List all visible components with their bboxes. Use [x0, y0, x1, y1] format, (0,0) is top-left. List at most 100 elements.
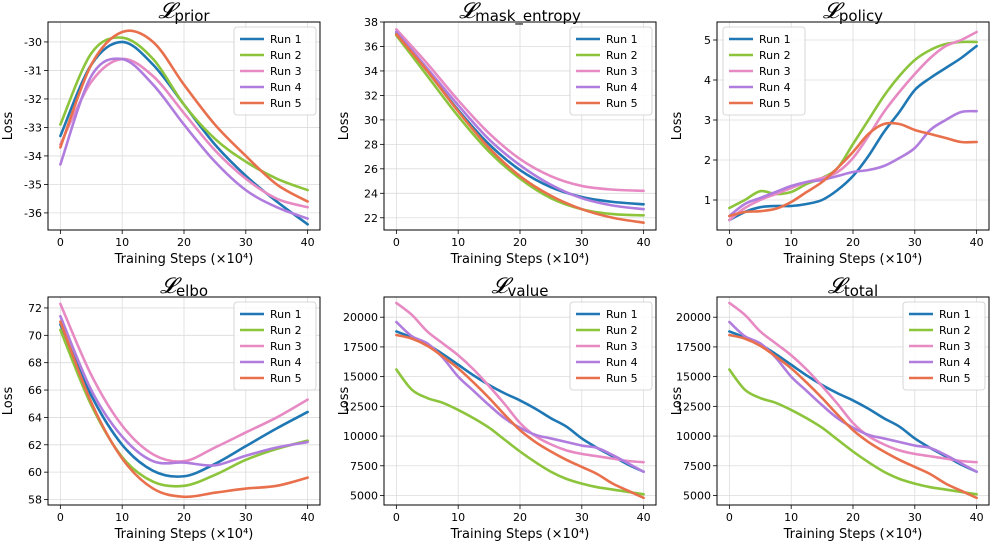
x-tick-label: 10: [784, 511, 798, 524]
chart-panel-value: 0 10 20 30 40 5000 7500 10000 12500 15000 17500 200…: [337, 274, 657, 542]
y-tick-label: -33: [24, 121, 42, 134]
series-line-run-4: [728, 109, 978, 218]
legend-box: [233, 26, 317, 116]
series-line-run-5: [728, 333, 978, 500]
chart-title: 𝓛mask_entropy: [459, 0, 581, 26]
y-tick-label: 7500: [683, 460, 711, 473]
axes-frame: [47, 21, 321, 231]
x-tick-label: 40: [301, 236, 315, 249]
y-tick-label: 62: [28, 439, 42, 452]
legend-label: Run 2: [606, 324, 638, 337]
x-axis-label: Training Steps (×10⁴): [450, 527, 590, 542]
legend-box: [569, 301, 653, 391]
axes-frame: [716, 21, 990, 231]
legend-label: Run 5: [939, 372, 971, 385]
x-tick-label: 10: [784, 236, 798, 249]
x-tick-label: 30: [239, 511, 253, 524]
legend-label: Run 1: [270, 308, 302, 321]
legend: Run 1 Run 2 Run 3 Run 4 Run 5: [233, 301, 317, 391]
y-axis-label: Loss: [1, 387, 16, 416]
legend-label: Run 4: [759, 81, 791, 94]
legend-label: Run 3: [270, 65, 302, 78]
x-tick-label: 20: [177, 511, 191, 524]
title-subscript: policy: [839, 7, 883, 25]
y-tick-label: 7500: [350, 460, 378, 473]
x-axis-label: Training Steps (×10⁴): [114, 527, 254, 542]
legend-label: Run 3: [606, 340, 638, 353]
chart-panel-policy: 0 10 20 30 40 1 2 3 4 5 Run 1 Run 2 Run 3 Run 4 Run 5 𝓛…: [670, 0, 990, 267]
chart-title: 𝓛prior: [158, 0, 210, 25]
y-tick-label: 12500: [676, 400, 711, 413]
chart-panel-prior: 0 10 20 30 40 -36 -35 -34 -33 -32 -31 -30 Run 1 Run 2…: [1, 0, 321, 267]
x-tick-label: 30: [239, 236, 253, 249]
y-tick-label: 4: [704, 74, 711, 87]
y-tick-label: -36: [24, 207, 42, 220]
legend-label: Run 5: [270, 372, 302, 385]
series-line-run-2: [395, 34, 645, 217]
x-tick-label: 30: [908, 511, 922, 524]
legend-label: Run 1: [270, 33, 302, 46]
series-line-run-2: [59, 36, 309, 192]
series-line-run-2: [728, 368, 978, 496]
y-tick-label: 26: [364, 163, 378, 176]
axes-frame: [383, 296, 657, 506]
legend-label: Run 4: [606, 356, 638, 369]
chart-title: 𝓛elbo: [160, 274, 208, 300]
series-line-run-5: [59, 320, 309, 499]
x-tick-label: 30: [575, 236, 589, 249]
legend-label: Run 1: [759, 33, 791, 46]
x-tick-label: 20: [177, 236, 191, 249]
y-tick-label: 24: [364, 187, 378, 200]
legend-label: Run 5: [270, 97, 302, 110]
x-axis-label: Training Steps (×10⁴): [450, 252, 590, 267]
title-subscript: total: [844, 282, 878, 300]
series-line-run-5: [728, 121, 978, 218]
x-tick-label: 40: [637, 511, 651, 524]
legend-label: Run 2: [270, 49, 302, 62]
chart-panel-elbo: 0 10 20 30 40 58 60 62 64 66 68 70 72 Run 1 Run 2 Run 3…: [1, 274, 321, 542]
y-axis-label: Loss: [337, 112, 352, 141]
axes-frame: [47, 296, 321, 506]
legend: Run 1 Run 2 Run 3 Run 4 Run 5: [569, 26, 653, 116]
title-subscript: prior: [174, 7, 210, 25]
legend-label: Run 2: [270, 324, 302, 337]
legend-label: Run 1: [606, 33, 638, 46]
x-tick-label: 10: [451, 236, 465, 249]
x-tick-label: 0: [57, 511, 64, 524]
y-tick-label: 5: [704, 34, 711, 47]
axes-frame: [383, 21, 657, 231]
y-tick-label: 20000: [676, 311, 711, 324]
series-line-run-3: [59, 302, 309, 463]
y-tick-label: 64: [28, 411, 42, 424]
chart-panel-total: 0 10 20 30 40 5000 7500 10000 12500 15000 17500 200…: [670, 274, 990, 542]
series-line-run-1: [728, 44, 978, 222]
series-line-run-3: [728, 301, 978, 464]
series-line-run-5: [59, 29, 309, 203]
series-line-run-4: [59, 57, 309, 220]
y-tick-label: 5000: [350, 489, 378, 502]
series-line-run-5: [395, 32, 645, 224]
series-line-run-3: [395, 28, 645, 193]
x-tick-label: 0: [393, 236, 400, 249]
y-tick-label: 38: [364, 16, 378, 29]
x-tick-label: 40: [637, 236, 651, 249]
legend-label: Run 2: [939, 324, 971, 337]
x-tick-label: 10: [451, 511, 465, 524]
legend-box: [722, 26, 806, 116]
y-tick-label: 58: [28, 494, 42, 507]
y-tick-label: 68: [28, 357, 42, 370]
legend-label: Run 1: [606, 308, 638, 321]
y-tick-label: -35: [24, 178, 42, 191]
title-subscript: value: [508, 282, 549, 300]
x-tick-label: 30: [575, 511, 589, 524]
x-tick-label: 40: [970, 236, 984, 249]
y-tick-label: 30: [364, 114, 378, 127]
y-tick-label: 34: [364, 65, 378, 78]
chart-title: 𝓛policy: [823, 0, 883, 25]
legend-label: Run 5: [759, 97, 791, 110]
series-line-run-3: [59, 57, 309, 209]
series-line-run-3: [395, 301, 645, 464]
x-tick-label: 0: [57, 236, 64, 249]
title-subscript: mask_entropy: [475, 7, 581, 26]
